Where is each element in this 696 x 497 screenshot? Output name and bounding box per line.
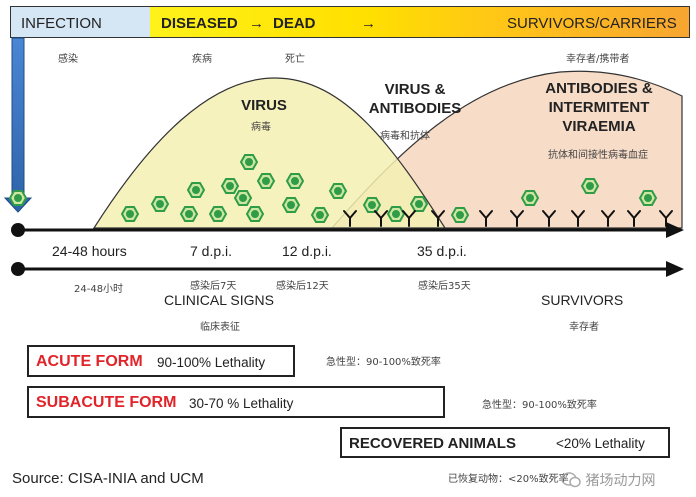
watermark-text: 猪场动力网	[585, 473, 656, 489]
recovered-value: <20% Lethality	[556, 436, 645, 451]
virus-icon	[328, 183, 348, 199]
antibodies-line2: INTERMITENT	[548, 99, 650, 116]
subacute-form-box: SUBACUTE FORM 30-70 % Lethality	[27, 386, 445, 418]
phase-infection-zh: 感染	[58, 54, 78, 65]
antibody-icon	[343, 210, 357, 227]
tick-24-48h-zh: 24-48小时	[74, 284, 124, 295]
recovered-name: RECOVERED ANIMALS	[349, 435, 516, 452]
virus-icon	[281, 197, 301, 213]
virus-icon	[220, 178, 240, 194]
watermark: 猪场动力网	[561, 470, 655, 490]
virus-antibodies-line1: VIRUS &	[384, 81, 446, 98]
antibody-icon	[431, 210, 445, 227]
antibodies-zh: 抗体和间接性病毒血症	[548, 150, 648, 161]
tick-12dpi-zh: 感染后12天	[276, 281, 329, 292]
virus-icon	[245, 206, 265, 222]
virus-icon	[186, 182, 206, 198]
phase-survivors-carriers: SURVIVORS/CARRIERS	[507, 15, 677, 32]
clinical-signs-zh: 临床表征	[200, 322, 240, 333]
tick-24-48h: 24-48 hours	[52, 243, 127, 259]
infection-arrow-icon	[3, 37, 33, 213]
virus-icon	[239, 154, 259, 170]
virus-icon	[285, 173, 305, 189]
virus-icon	[150, 196, 170, 212]
phase-diseased-zh: 疾病	[192, 54, 212, 65]
virus-icon	[362, 197, 382, 213]
phase-bar: INFECTION DISEASED → DEAD → SURVIVORS/CA…	[10, 6, 690, 38]
virus-icon	[179, 206, 199, 222]
recovered-zh: 已恢复动物：<20%致死率	[448, 474, 569, 485]
phase-diseased: DISEASED	[161, 15, 238, 32]
phase-arrow-2: →	[361, 15, 376, 32]
recovered-box: RECOVERED ANIMALS <20% Lethality	[340, 427, 670, 458]
virus-icon	[233, 190, 253, 206]
virus-icon	[580, 178, 600, 194]
virus-antibodies-zh: 病毒和抗体	[380, 131, 430, 142]
virus-icon	[386, 206, 406, 222]
antibodies-line1: ANTIBODIES &	[545, 80, 653, 97]
tick-12dpi: 12 d.p.i.	[282, 243, 332, 259]
virus-title: VIRUS	[241, 97, 287, 114]
timeline-start-dot-1	[11, 223, 25, 237]
virus-icon	[310, 207, 330, 223]
acute-form-name: ACUTE FORM	[36, 353, 143, 370]
virus-antibodies-line2: ANTIBODIES	[368, 100, 462, 117]
infection-diagram	[3, 37, 684, 277]
clinical-signs-label: CLINICAL SIGNS	[164, 292, 274, 308]
antibody-icon	[601, 210, 615, 227]
antibodies	[343, 210, 673, 227]
tick-7dpi-zh: 感染后7天	[190, 281, 237, 292]
virus-icon	[8, 190, 28, 206]
phase-arrow-1: →	[249, 15, 264, 32]
virus-antibodies-title: VIRUS & ANTIBODIES	[360, 80, 470, 118]
survivors-label: SURVIVORS	[541, 292, 624, 308]
virus-icon	[256, 173, 276, 189]
source-text: Source: CISA-INIA and UCM	[12, 470, 204, 487]
antibody-icon	[479, 210, 493, 227]
timeline-start-dot-2	[11, 262, 25, 276]
virus-icon	[450, 207, 470, 223]
antibodies-title: ANTIBODIES & INTERMITENT VIRAEMIA	[535, 79, 663, 136]
antibody-icon	[659, 210, 673, 227]
phase-dead: DEAD	[273, 15, 316, 32]
tick-7dpi: 7 d.p.i.	[190, 243, 233, 259]
antibody-icon	[402, 210, 416, 227]
tick-35dpi: 35 d.p.i.	[417, 243, 467, 259]
virus-curve	[92, 77, 447, 229]
acute-form-box: ACUTE FORM 90-100% Lethality	[27, 345, 295, 377]
antibody-icon	[571, 210, 585, 227]
survivors-zh: 幸存者	[569, 322, 599, 333]
antibody-icon	[627, 210, 641, 227]
acute-form-zh: 急性型：90-100%致死率	[326, 357, 441, 368]
subacute-form-value: 30-70 % Lethality	[189, 396, 294, 411]
virus-icon	[208, 206, 228, 222]
antibody-icon	[374, 210, 388, 227]
virus-icon	[409, 196, 429, 212]
virus-particles	[8, 154, 658, 223]
phase-survivors-zh: 幸存者/携带者	[566, 54, 630, 65]
virus-icon	[520, 190, 540, 206]
virus-icon	[638, 190, 658, 206]
phase-infection: INFECTION	[21, 15, 102, 32]
phase-dead-zh: 死亡	[285, 54, 305, 65]
antibodies-line3: VIRAEMIA	[562, 118, 636, 135]
timeline-arrowhead-1	[666, 222, 684, 238]
subacute-form-name: SUBACUTE FORM	[36, 394, 177, 411]
tick-35dpi-zh: 感染后35天	[418, 281, 471, 292]
virus-title-zh: 病毒	[251, 122, 271, 133]
virus-icon	[120, 206, 140, 222]
subacute-form-zh: 急性型：90-100%致死率	[482, 400, 597, 411]
antibody-icon	[542, 210, 556, 227]
chat-bubble-icon	[561, 472, 581, 488]
antibody-icon	[510, 210, 524, 227]
acute-form-value: 90-100% Lethality	[157, 355, 266, 370]
timeline-arrowhead-2	[666, 261, 684, 277]
